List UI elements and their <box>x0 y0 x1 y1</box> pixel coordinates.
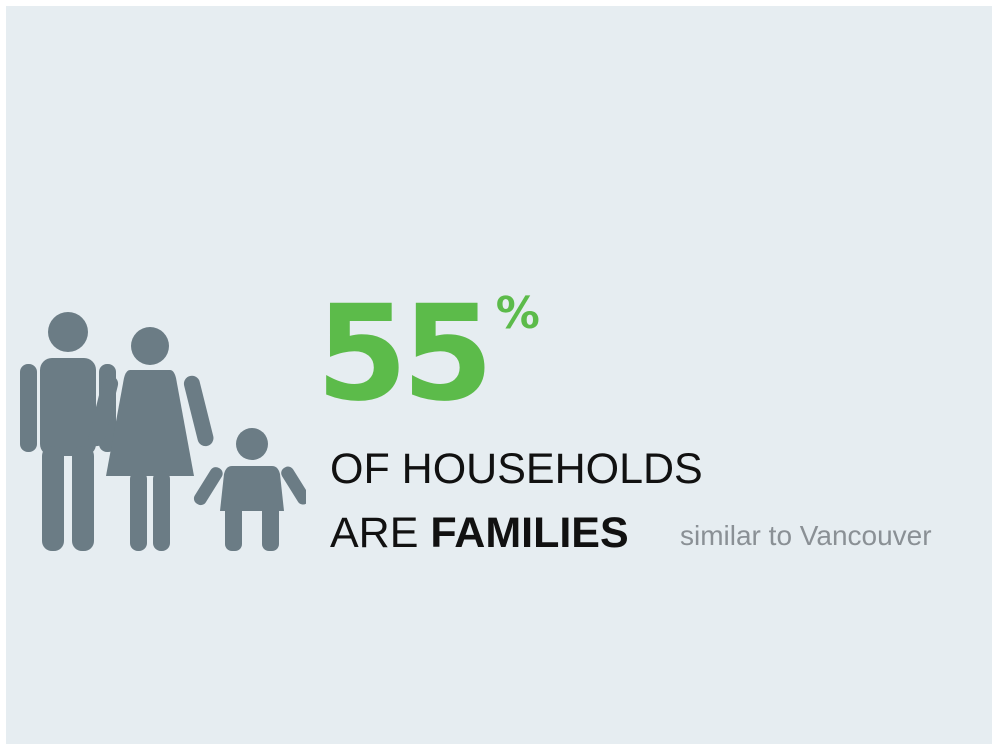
percent-sign: % <box>495 288 540 339</box>
percentage-figure: 55% <box>316 288 540 420</box>
infographic-panel: 55% OF HOUSEHOLDS ARE FAMILIES similar t… <box>6 6 992 744</box>
stat-label-line2: ARE FAMILIES <box>330 510 629 556</box>
family-icon-group <box>16 306 306 561</box>
comparison-note: similar to Vancouver <box>680 520 932 551</box>
stat-label-emphasis: FAMILIES <box>430 509 629 557</box>
family-icons <box>20 312 306 551</box>
stat-label-prefix: ARE <box>330 509 419 557</box>
percentage-value: 55 <box>316 277 494 431</box>
stat-label-line1: OF HOUSEHOLDS <box>330 445 703 493</box>
child-icon <box>193 428 306 551</box>
woman-icon <box>88 327 214 551</box>
